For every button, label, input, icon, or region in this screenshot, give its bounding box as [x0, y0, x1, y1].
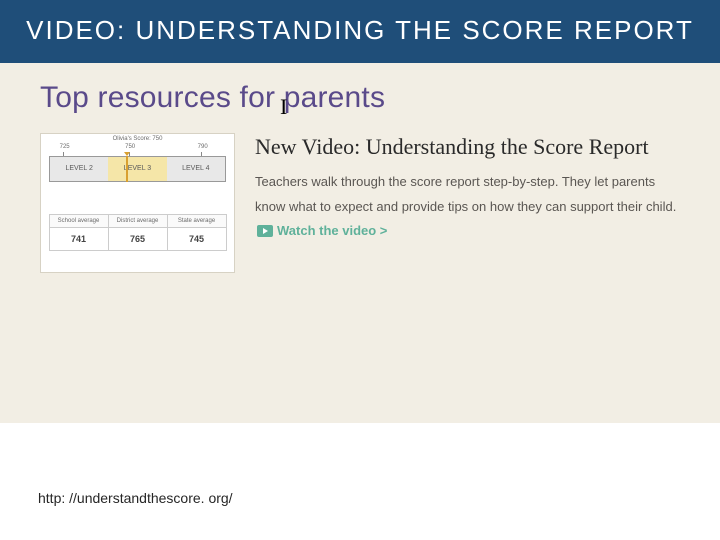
- resource-title: New Video: Understanding the Score Repor…: [255, 133, 680, 161]
- thumb-ticks: 725 750 790: [49, 144, 226, 152]
- watch-video-link[interactable]: Watch the video >: [277, 223, 387, 238]
- slide-title: VIDEO: UNDERSTANDING THE SCORE REPORT: [20, 14, 700, 47]
- thumb-avg-head: District average: [109, 215, 167, 229]
- thumb-averages-table: School average 741 District average 765 …: [49, 214, 226, 252]
- resource-description: Teachers walk through the score report s…: [255, 170, 680, 244]
- thumb-level: LEVEL 4: [167, 156, 226, 182]
- thumb-score-marker-arrow: [124, 152, 130, 156]
- thumb-avg-val: 741: [50, 228, 108, 250]
- thumb-level: LEVEL 2: [49, 156, 108, 182]
- content-area: Top resources for parents I Olivia's Sco…: [0, 63, 720, 423]
- thumb-level-band: LEVEL 2 LEVEL 3 LEVEL 4: [49, 156, 226, 182]
- thumb-score-marker: [126, 156, 128, 182]
- thumb-level: LEVEL 3: [108, 156, 166, 182]
- thumb-avg-head: School average: [50, 215, 108, 229]
- thumb-avg-col: District average 765: [108, 214, 168, 252]
- thumb-avg-head: State average: [168, 215, 226, 229]
- play-icon[interactable]: [257, 225, 273, 237]
- thumb-tick: 725: [60, 144, 70, 150]
- thumb-tick: 790: [198, 144, 208, 150]
- thumb-avg-col: State average 745: [167, 214, 227, 252]
- thumb-tick: 750: [125, 144, 135, 150]
- text-cursor-icon: I: [280, 94, 287, 120]
- resource-row: Olivia's Score: 750 725 750 790 LEVEL 2 …: [40, 133, 680, 273]
- resource-text: New Video: Understanding the Score Repor…: [255, 133, 680, 245]
- thumb-avg-col: School average 741: [49, 214, 109, 252]
- resource-description-text: Teachers walk through the score report s…: [255, 174, 676, 214]
- slide: VIDEO: UNDERSTANDING THE SCORE REPORT To…: [0, 0, 720, 540]
- section-heading: Top resources for parents: [40, 81, 680, 115]
- footer-url: http: //understandthescore. org/: [38, 490, 233, 506]
- thumb-score-label: Olivia's Score: 750: [113, 136, 163, 142]
- thumb-avg-val: 765: [109, 228, 167, 250]
- title-bar: VIDEO: UNDERSTANDING THE SCORE REPORT: [0, 0, 720, 63]
- thumb-avg-val: 745: [168, 228, 226, 250]
- score-report-thumbnail[interactable]: Olivia's Score: 750 725 750 790 LEVEL 2 …: [40, 133, 235, 273]
